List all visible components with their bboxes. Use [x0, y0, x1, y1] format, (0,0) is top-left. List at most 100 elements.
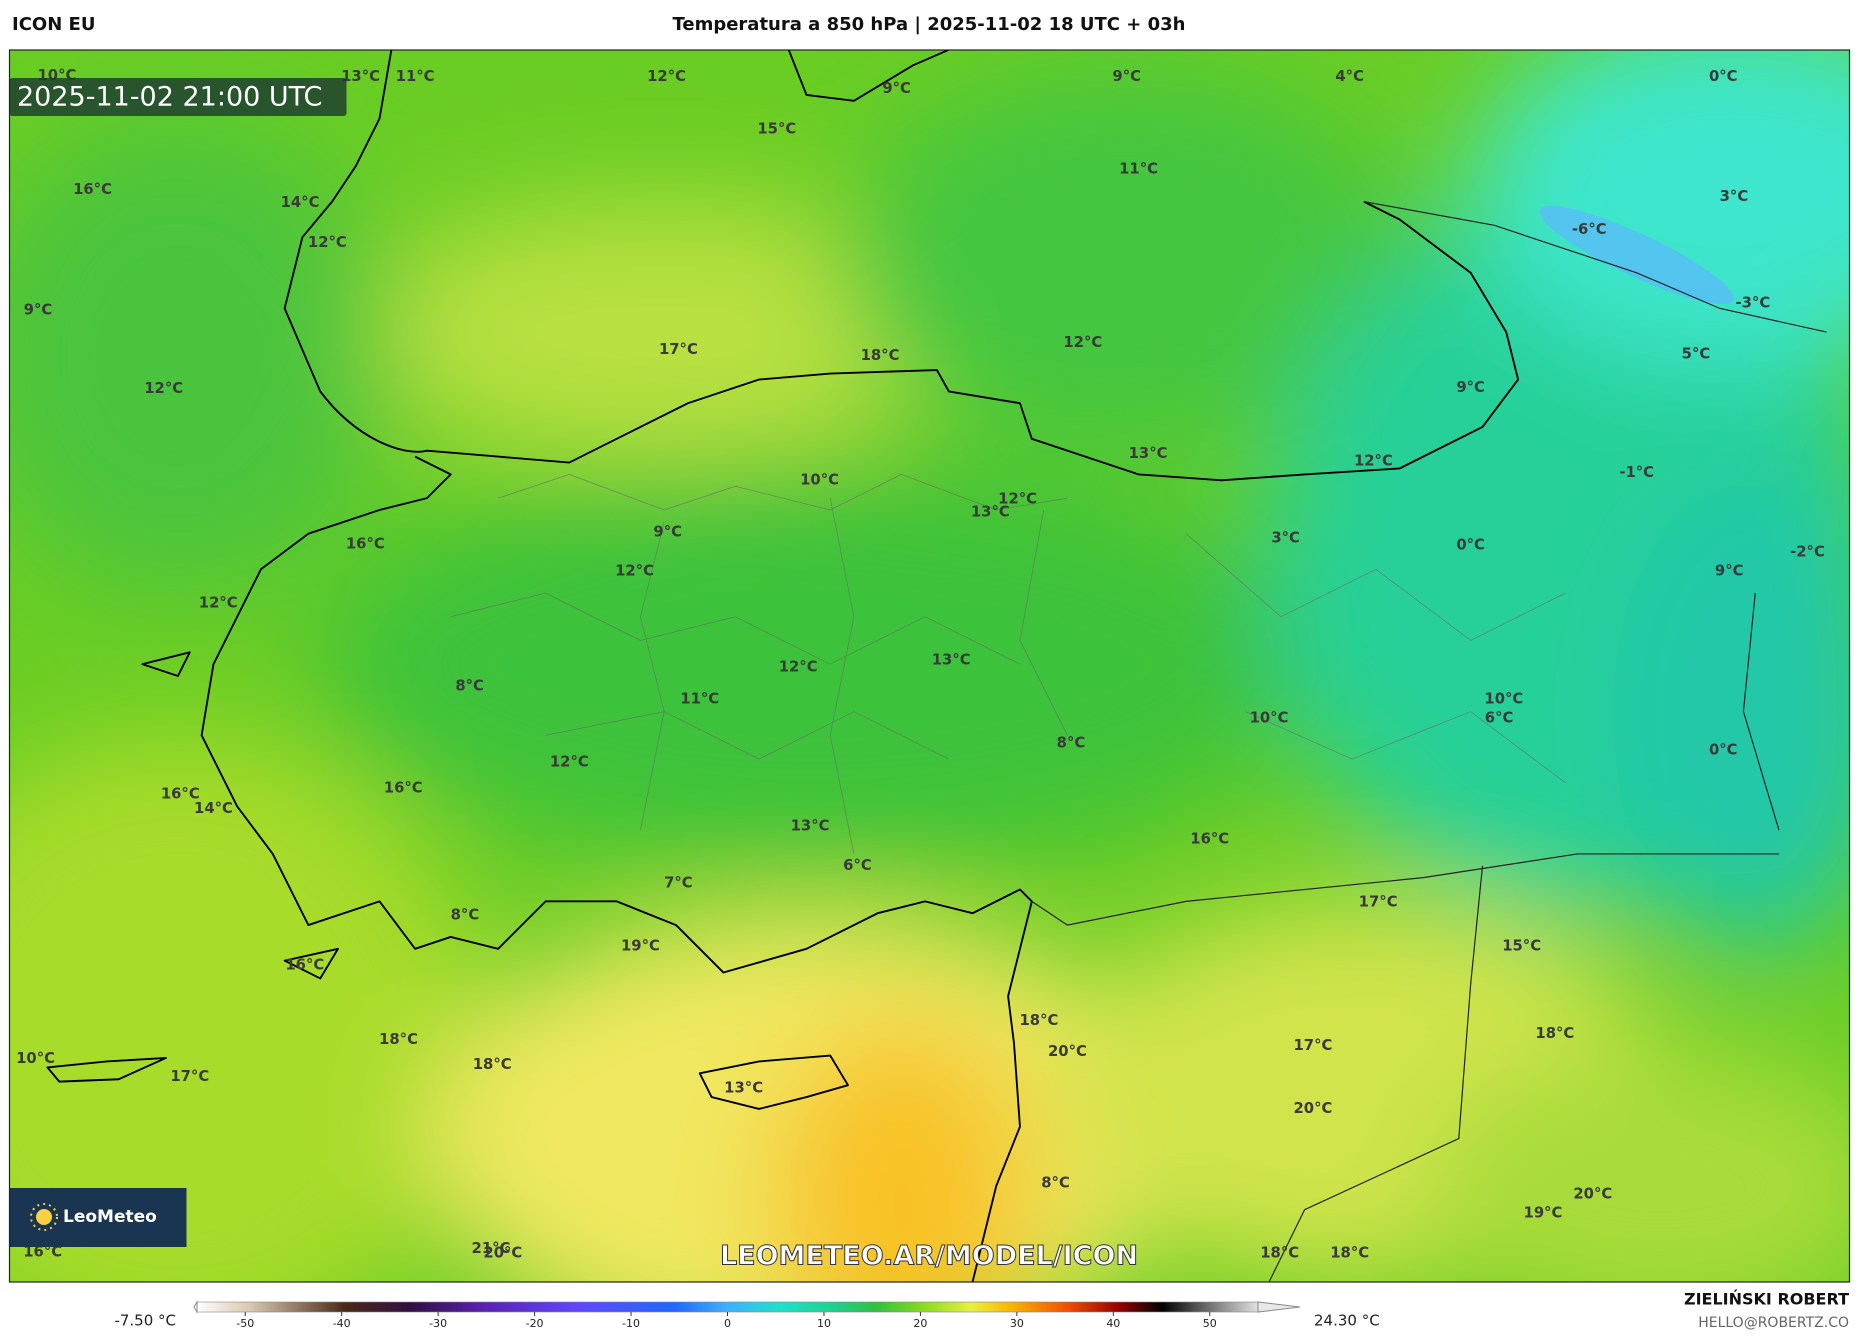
- author-name: ZIELIŃSKI ROBERT: [1684, 1290, 1849, 1309]
- temperature-label: 12°C: [615, 563, 654, 580]
- temperature-label: 18°C: [861, 347, 900, 364]
- temperature-label: 6°C: [1485, 710, 1514, 727]
- watermark: LEOMETEO.AR/MODEL/ICON: [720, 1241, 1138, 1272]
- temperature-label: 12°C: [779, 659, 818, 676]
- temperature-label: 9°C: [1456, 379, 1485, 396]
- temperature-label: 3°C: [1720, 188, 1749, 205]
- temperature-label: 9°C: [24, 302, 53, 319]
- temperature-label: 10°C: [16, 1050, 55, 1067]
- temperature-label: 19°C: [621, 937, 660, 954]
- logo-text: LeoMeteo: [63, 1207, 157, 1227]
- temperature-label: 9°C: [653, 524, 682, 541]
- temperature-label: 0°C: [1709, 742, 1738, 759]
- temperature-label: 18°C: [379, 1031, 418, 1048]
- temperature-label: 9°C: [882, 80, 911, 97]
- temperature-label: 10°C: [1250, 710, 1289, 727]
- logo: LeoMeteo: [9, 1188, 187, 1247]
- temperature-label: -1°C: [1619, 464, 1654, 481]
- temperature-label: 18°C: [1260, 1245, 1299, 1262]
- temperature-label: 20°C: [1573, 1185, 1612, 1202]
- colorbar-tick-label: 30: [1010, 1317, 1024, 1330]
- temperature-label: 14°C: [281, 194, 320, 211]
- temperature-label: 9°C: [1112, 68, 1141, 85]
- logo-rays: [30, 1203, 58, 1231]
- temperature-label: 13°C: [724, 1080, 763, 1097]
- colorbar-tick-label: 0: [724, 1317, 731, 1330]
- temperature-label: 12°C: [998, 490, 1037, 507]
- temperature-label: 5°C: [1682, 346, 1711, 363]
- temperature-label: 12°C: [308, 234, 347, 251]
- temperature-label: 10°C: [1484, 691, 1523, 708]
- temperature-label: 16°C: [23, 1243, 62, 1260]
- temperature-field: 10°C 13°C 11°C 12°C 9°C 9°C 4°C 0°C 15°C 11°C 16°C…: [9, 49, 1851, 1283]
- temperature-label: 13°C: [341, 68, 380, 85]
- temperature-label: 13°C: [791, 818, 830, 835]
- temperature-label: 7°C: [664, 875, 693, 892]
- model-name: ICON EU: [12, 14, 95, 35]
- temperature-label: 12°C: [144, 380, 183, 397]
- temperature-label: 15°C: [757, 120, 796, 137]
- temperature-label: 13°C: [932, 652, 971, 669]
- temperature-label: 12°C: [550, 754, 589, 771]
- temperature-label: 9°C: [1715, 563, 1744, 580]
- colorbar-tick-label: -30: [429, 1317, 447, 1330]
- temperature-label: 0°C: [1709, 68, 1738, 85]
- temperature-label: 8°C: [455, 678, 484, 695]
- temperature-label: 17°C: [1359, 894, 1398, 911]
- temperature-label: -6°C: [1572, 221, 1607, 238]
- colorbar-max: 24.30 °C: [1314, 1312, 1380, 1330]
- temperature-label: 17°C: [170, 1068, 209, 1085]
- temperature-label: -3°C: [1736, 295, 1771, 312]
- temperature-label: 15°C: [1502, 937, 1541, 954]
- temperature-label: 8°C: [1057, 735, 1086, 752]
- temperature-label: -2°C: [1790, 544, 1825, 561]
- colorbar-tick-label: -40: [333, 1317, 351, 1330]
- temperature-label: 16°C: [285, 956, 324, 973]
- temperature-label: 16°C: [346, 535, 385, 552]
- temperature-label: 13°C: [971, 503, 1010, 520]
- temperature-label: 8°C: [1041, 1175, 1070, 1192]
- colorbar: [196, 1301, 1259, 1313]
- temperature-label: 20°C: [1048, 1043, 1087, 1060]
- temperature-label: 3°C: [1271, 529, 1300, 546]
- temperature-label: 12°C: [647, 68, 686, 85]
- logo-sun: [36, 1209, 52, 1225]
- temperature-label: 12°C: [1354, 452, 1393, 469]
- colorbar-arrow-right: [1257, 1301, 1301, 1313]
- colorbar-tick-label: 10: [817, 1317, 831, 1330]
- temperature-label: 11°C: [1119, 161, 1158, 178]
- temperature-label: 19°C: [1524, 1204, 1563, 1221]
- temperature-label: 11°C: [680, 691, 719, 708]
- author-email: HELLO@ROBERTZ.CO: [1698, 1315, 1849, 1331]
- temperature-label: 11°C: [396, 68, 435, 85]
- temperature-label: 16°C: [73, 181, 112, 198]
- colorbar-tick-label: -20: [526, 1317, 544, 1330]
- temperature-label: 20°C: [1293, 1100, 1332, 1117]
- time-box: [9, 78, 347, 116]
- colorbar-tick-label: -50: [236, 1317, 254, 1330]
- colorbar-arrow-left: [193, 1300, 198, 1314]
- colorbar-tick-label: 40: [1106, 1317, 1120, 1330]
- temperature-label: 12°C: [199, 595, 238, 612]
- colorbar-min: -7.50 °C: [114, 1312, 176, 1330]
- valid-time: 2025-11-02 21:00 UTC: [17, 82, 322, 113]
- temperature-label: 18°C: [473, 1056, 512, 1073]
- temperature-label: 0°C: [1456, 537, 1485, 554]
- temperature-label: 18°C: [1019, 1012, 1058, 1029]
- temperature-label: 8°C: [451, 907, 480, 924]
- temperature-label: 4°C: [1335, 68, 1364, 85]
- temperature-label: 17°C: [1293, 1037, 1332, 1054]
- colorbar-tick-label: 50: [1203, 1317, 1217, 1330]
- map: 10°C 13°C 11°C 12°C 9°C 9°C 4°C 0°C 15°C 11°C 16°C…: [9, 49, 1851, 1283]
- colorbar-tick-label: -10: [622, 1317, 640, 1330]
- temperature-label: 6°C: [843, 857, 872, 874]
- temperature-label: 16°C: [1190, 831, 1229, 848]
- temperature-label: 18°C: [1535, 1025, 1574, 1042]
- temperature-label: 12°C: [1063, 334, 1102, 351]
- temperature-label: 14°C: [194, 800, 233, 817]
- temperature-label: 20°C: [483, 1245, 522, 1262]
- colorbar-tick-label: 20: [913, 1317, 927, 1330]
- map-frame: [8, 49, 1851, 1283]
